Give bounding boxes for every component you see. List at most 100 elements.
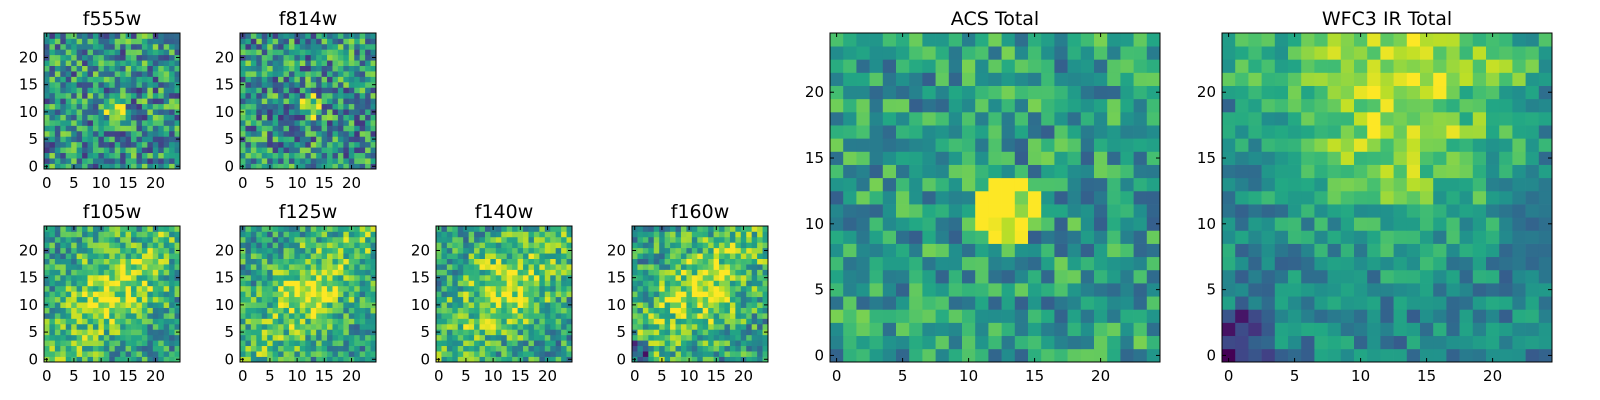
heatmap-cell bbox=[882, 72, 897, 86]
heatmap-cell bbox=[632, 291, 638, 298]
heatmap-cell bbox=[245, 152, 252, 159]
heatmap-cell bbox=[490, 302, 497, 308]
heatmap-cell bbox=[240, 125, 246, 132]
heatmap-cell bbox=[670, 329, 676, 336]
heatmap-cell bbox=[267, 87, 273, 94]
heatmap-cell bbox=[642, 274, 649, 281]
heatmap-cell bbox=[136, 318, 143, 325]
heatmap-cell bbox=[158, 318, 165, 325]
heatmap-cell bbox=[354, 269, 361, 276]
heatmap-cell bbox=[120, 329, 126, 336]
heatmap-cell bbox=[240, 231, 246, 238]
heatmap-cell bbox=[1406, 296, 1421, 310]
heatmap-cell bbox=[1433, 348, 1447, 363]
heatmap-cell bbox=[1222, 217, 1236, 231]
y-tick-label: 0 bbox=[616, 350, 626, 368]
heatmap-cell bbox=[250, 109, 257, 115]
heatmap-cell bbox=[702, 280, 709, 287]
heatmap-cell bbox=[490, 313, 497, 319]
heatmap-cell bbox=[856, 296, 870, 310]
heatmap-cell bbox=[240, 285, 246, 292]
heatmap-cell bbox=[60, 109, 67, 115]
heatmap-cell bbox=[125, 334, 132, 341]
heatmap-cell bbox=[533, 253, 540, 259]
heatmap-cell bbox=[719, 242, 725, 249]
heatmap-cell bbox=[288, 274, 295, 281]
heatmap-cell bbox=[65, 76, 72, 83]
heatmap-cell bbox=[109, 313, 116, 319]
heatmap-cell bbox=[975, 217, 989, 231]
heatmap-cell bbox=[457, 334, 464, 341]
heatmap-cell bbox=[528, 334, 535, 341]
heatmap-cell bbox=[1340, 151, 1355, 165]
heatmap-cell bbox=[365, 71, 371, 77]
heatmap-cell bbox=[1014, 59, 1029, 73]
heatmap-cell bbox=[114, 307, 121, 314]
heatmap-cell bbox=[125, 158, 132, 164]
heatmap-cell bbox=[561, 323, 567, 330]
heatmap-cell bbox=[441, 231, 448, 238]
heatmap-cell bbox=[935, 151, 950, 165]
heatmap-cell bbox=[751, 302, 758, 308]
heatmap-cell bbox=[278, 340, 284, 347]
heatmap-cell bbox=[1380, 335, 1394, 350]
heatmap-cell bbox=[856, 59, 870, 73]
heatmap-cell bbox=[1367, 177, 1381, 192]
heatmap-cell bbox=[1001, 190, 1016, 205]
heatmap-cell bbox=[98, 49, 105, 56]
heatmap-cell bbox=[642, 329, 649, 336]
heatmap-cell bbox=[365, 323, 371, 330]
heatmap-cell bbox=[125, 247, 132, 254]
heatmap-cell bbox=[365, 92, 371, 99]
heatmap-cell bbox=[1340, 217, 1355, 231]
heatmap-cell bbox=[436, 318, 442, 325]
heatmap-cell bbox=[283, 65, 290, 72]
heatmap-cell bbox=[337, 258, 344, 265]
heatmap-cell bbox=[670, 280, 676, 287]
heatmap-cell bbox=[370, 71, 377, 77]
heatmap-cell bbox=[337, 253, 344, 259]
heatmap-cell bbox=[278, 120, 284, 126]
heatmap-cell bbox=[294, 258, 301, 265]
heatmap-cell bbox=[702, 274, 709, 281]
heatmap-cell bbox=[544, 340, 551, 347]
heatmap-cell bbox=[365, 33, 371, 39]
heatmap-cell bbox=[869, 269, 884, 284]
heatmap-cell bbox=[348, 340, 355, 347]
heatmap-cell bbox=[278, 258, 284, 265]
heatmap-cell bbox=[278, 76, 284, 83]
heatmap-cell bbox=[697, 242, 704, 249]
heatmap-cell bbox=[1041, 98, 1055, 113]
heatmap-cell bbox=[245, 313, 252, 319]
heatmap-cell bbox=[169, 318, 175, 325]
heatmap-cell bbox=[87, 38, 94, 45]
heatmap-cell bbox=[1301, 348, 1315, 363]
heatmap-cell bbox=[664, 253, 671, 259]
heatmap-cell bbox=[272, 226, 279, 232]
heatmap-cell bbox=[310, 253, 317, 259]
heatmap-cell bbox=[528, 313, 535, 319]
heatmap-cell bbox=[288, 307, 295, 314]
heatmap-cell bbox=[896, 348, 910, 363]
heatmap-cell bbox=[1393, 309, 1408, 323]
heatmap-cell bbox=[49, 307, 56, 314]
heatmap-cell bbox=[691, 236, 698, 243]
heatmap-cell bbox=[256, 136, 263, 143]
x-tick-label: 5 bbox=[898, 367, 908, 385]
heatmap-cell bbox=[719, 231, 725, 238]
heatmap-cell bbox=[158, 356, 165, 363]
heatmap-cell bbox=[468, 356, 475, 363]
heatmap-cell bbox=[975, 164, 989, 179]
heatmap-cell bbox=[332, 147, 339, 154]
heatmap-cell bbox=[332, 158, 339, 164]
heatmap-cell bbox=[76, 351, 83, 357]
heatmap-cell bbox=[103, 103, 110, 110]
heatmap-cell bbox=[163, 280, 170, 287]
heatmap-cell bbox=[501, 226, 508, 232]
heatmap-cell bbox=[321, 147, 328, 154]
heatmap-cell bbox=[922, 322, 936, 337]
heatmap-cell bbox=[256, 38, 263, 45]
heatmap-cell bbox=[365, 313, 371, 319]
heatmap-cell bbox=[680, 236, 687, 243]
heatmap-cell bbox=[1146, 322, 1161, 337]
